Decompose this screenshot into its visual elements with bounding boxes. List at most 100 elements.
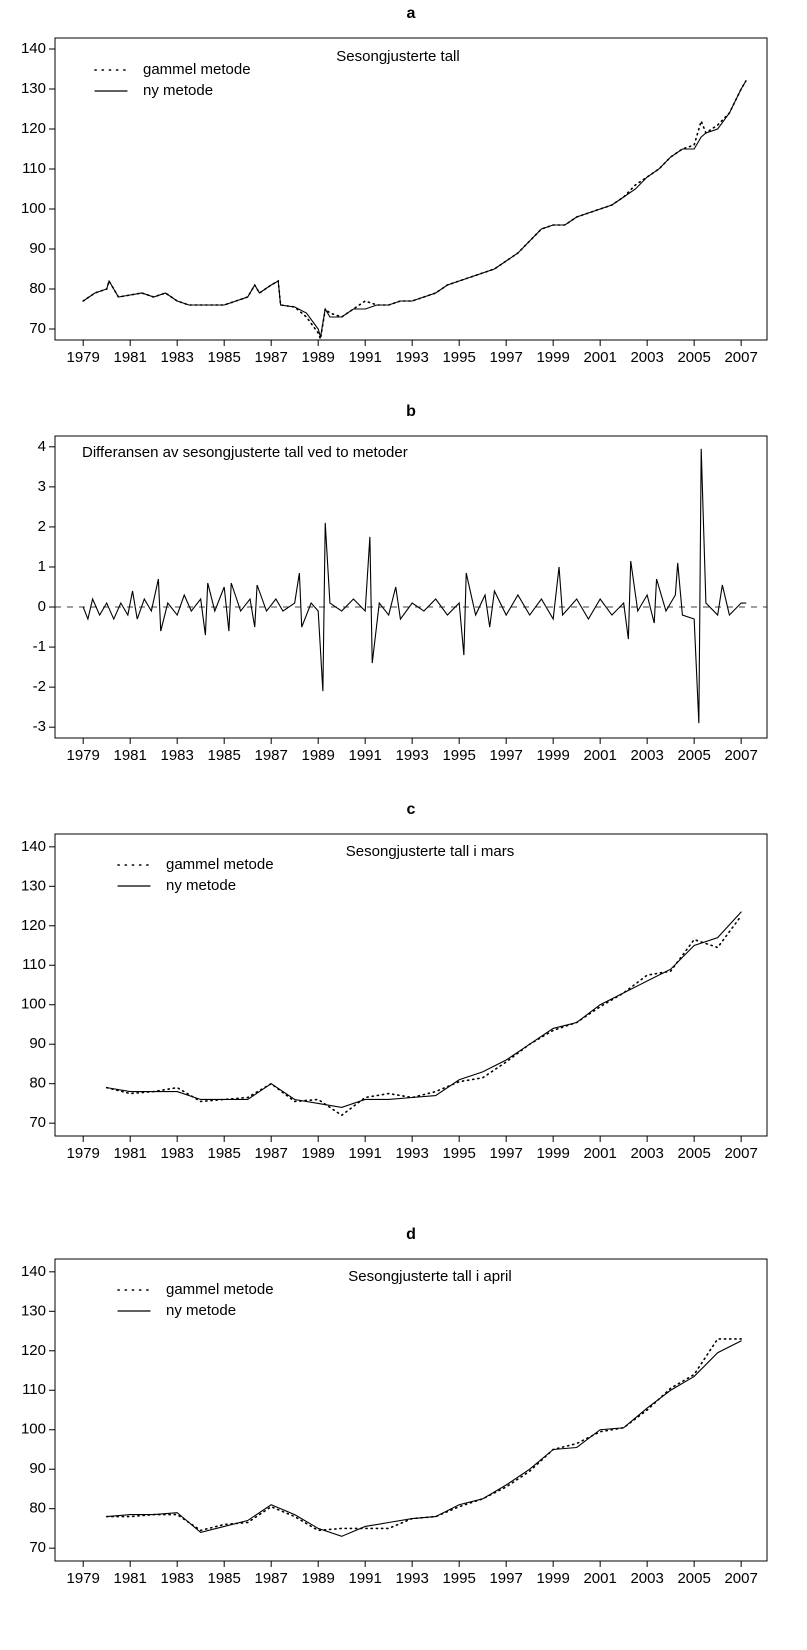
- x-tick-label: 1997: [489, 747, 522, 764]
- y-tick-label: 70: [29, 1114, 46, 1131]
- panel-title: a: [407, 5, 416, 22]
- plot-frame: [54, 37, 768, 341]
- y-tick-label: 90: [29, 1460, 46, 1477]
- x-tick-label: 1987: [254, 1570, 287, 1587]
- x-tick-label: 2001: [583, 1145, 616, 1162]
- x-tick-label: 1983: [161, 747, 194, 764]
- series-line: [82, 448, 747, 724]
- y-tick-label: -3: [33, 718, 46, 735]
- x-tick-label: 1999: [536, 1570, 569, 1587]
- x-tick-label: 1983: [161, 1145, 194, 1162]
- x-tick-label: 1985: [208, 349, 241, 366]
- x-tick-label: 1991: [348, 747, 381, 764]
- y-tick-label: 140: [21, 40, 46, 57]
- y-tick-label: 120: [21, 120, 46, 137]
- plot-frame: [54, 1258, 768, 1562]
- x-tick-label: 1989: [301, 1145, 334, 1162]
- y-tick-label: 1: [38, 558, 46, 575]
- y-tick-label: 80: [29, 1075, 46, 1092]
- plot-frame: [54, 435, 768, 739]
- panel-title: b: [406, 403, 416, 420]
- x-tick-label: 2001: [583, 747, 616, 764]
- x-tick-label: 2003: [630, 1145, 663, 1162]
- x-tick-label: 2007: [724, 1570, 757, 1587]
- x-tick-label: 1995: [442, 1145, 475, 1162]
- y-tick-label: 130: [21, 80, 46, 97]
- y-tick-label: 100: [21, 200, 46, 217]
- x-tick-label: 1981: [114, 747, 147, 764]
- x-tick-label: 2003: [630, 1570, 663, 1587]
- x-tick-label: 2001: [583, 1570, 616, 1587]
- x-tick-label: 1997: [489, 349, 522, 366]
- y-tick-label: 100: [21, 1421, 46, 1438]
- y-tick-label: 110: [22, 1381, 46, 1398]
- legend-label: gammel metode: [143, 61, 251, 78]
- y-tick-label: 70: [29, 1539, 46, 1556]
- x-tick-label: 2007: [724, 1145, 757, 1162]
- y-tick-label: 120: [21, 1342, 46, 1359]
- y-tick-label: 130: [21, 877, 46, 894]
- x-tick-label: 2007: [724, 349, 757, 366]
- panel-title: c: [407, 801, 416, 818]
- x-tick-label: 1993: [395, 349, 428, 366]
- x-tick-label: 1985: [208, 1145, 241, 1162]
- x-tick-label: 1997: [489, 1145, 522, 1162]
- series-line: [105, 915, 742, 1117]
- x-tick-label: 1991: [348, 1570, 381, 1587]
- legend-label: ny metode: [166, 1302, 236, 1319]
- x-tick-label: 2005: [677, 1145, 710, 1162]
- series-line: [106, 1340, 742, 1537]
- legend-label: gammel metode: [166, 1281, 274, 1298]
- x-tick-label: 1989: [301, 349, 334, 366]
- y-tick-label: 140: [21, 1263, 46, 1280]
- x-tick-label: 1993: [395, 1570, 428, 1587]
- series-line: [106, 911, 742, 1108]
- y-tick-label: 90: [29, 240, 46, 257]
- x-tick-label: 1995: [442, 1570, 475, 1587]
- panel-title: d: [406, 1226, 416, 1243]
- x-tick-label: 1999: [536, 747, 569, 764]
- x-tick-label: 1979: [67, 349, 100, 366]
- y-tick-label: 110: [22, 160, 46, 177]
- x-tick-label: 2005: [677, 349, 710, 366]
- x-tick-label: 1995: [442, 747, 475, 764]
- x-tick-label: 1979: [67, 1145, 100, 1162]
- x-tick-label: 1983: [161, 1570, 194, 1587]
- legend-label: ny metode: [143, 82, 213, 99]
- x-tick-label: 1997: [489, 1570, 522, 1587]
- y-tick-label: -2: [33, 678, 46, 695]
- y-tick-label: 100: [21, 996, 46, 1013]
- y-tick-label: 120: [21, 917, 46, 934]
- x-tick-label: 1981: [114, 1145, 147, 1162]
- x-tick-label: 2005: [677, 1570, 710, 1587]
- x-tick-label: 1993: [395, 1145, 428, 1162]
- x-tick-label: 1985: [208, 747, 241, 764]
- x-tick-label: 1991: [348, 1145, 381, 1162]
- plot-frame: [54, 833, 768, 1137]
- y-tick-label: 90: [29, 1035, 46, 1052]
- y-tick-label: 70: [29, 320, 46, 337]
- x-tick-label: 1987: [254, 747, 287, 764]
- series-line: [105, 1338, 742, 1532]
- x-tick-label: 1981: [114, 1570, 147, 1587]
- x-tick-label: 2003: [630, 349, 663, 366]
- x-tick-label: 1991: [348, 349, 381, 366]
- y-tick-label: 110: [22, 956, 46, 973]
- x-tick-label: 1999: [536, 1145, 569, 1162]
- x-tick-label: 1987: [254, 349, 287, 366]
- x-tick-label: 1979: [67, 747, 100, 764]
- x-tick-label: 1999: [536, 349, 569, 366]
- x-tick-label: 1987: [254, 1145, 287, 1162]
- x-tick-label: 2007: [724, 747, 757, 764]
- x-tick-label: 1995: [442, 349, 475, 366]
- x-tick-label: 1993: [395, 747, 428, 764]
- annotation: Sesongjusterte tall i april: [348, 1268, 511, 1285]
- y-tick-label: -1: [33, 638, 46, 655]
- legend-label: gammel metode: [166, 856, 274, 873]
- x-tick-label: 1985: [208, 1570, 241, 1587]
- y-tick-label: 140: [21, 838, 46, 855]
- series-line: [82, 80, 747, 338]
- y-tick-label: 80: [29, 280, 46, 297]
- annotation: Sesongjusterte tall i mars: [346, 843, 514, 860]
- x-tick-label: 1989: [301, 1570, 334, 1587]
